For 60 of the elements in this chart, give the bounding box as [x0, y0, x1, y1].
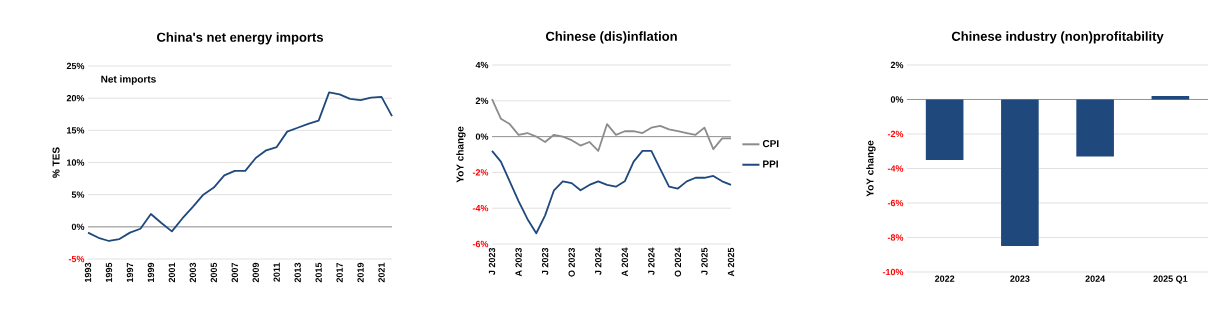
y-tick-label: 15% [67, 127, 85, 134]
chart-title: Chinese industry (non)profitability [951, 31, 1164, 44]
y-tick-label: 20% [66, 94, 85, 102]
x-tick-label: J 2024 [648, 247, 655, 275]
y-tick-label: 10% [67, 159, 85, 166]
line-series [87, 91, 393, 242]
x-tick-label: 2025 Q1 [1153, 275, 1188, 284]
y-tick-label: -4% [887, 165, 904, 172]
x-tick-label: J 2023 [541, 247, 549, 275]
chart-title: China's net energy imports [157, 32, 323, 45]
y-axis-title: YoY change [456, 126, 466, 183]
x-tick-label: 2015 [315, 262, 322, 283]
x-tick-label: A 2023 [515, 247, 522, 277]
x-tick-label: 2001 [168, 262, 176, 283]
x-tick-label: 2017 [336, 262, 343, 283]
x-tick-label: 1999 [147, 262, 155, 282]
y-tick-label: -6% [887, 199, 904, 207]
x-tick-label: 2003 [189, 262, 197, 283]
x-tick-label: 2007 [231, 262, 238, 283]
x-tick-label: 2011 [273, 262, 280, 282]
x-tick-label: 2019 [357, 262, 364, 283]
y-tick-label: 4% [475, 61, 489, 69]
x-tick-label: 1995 [105, 262, 113, 282]
x-tick-label: J 2024 [595, 247, 602, 275]
y-tick-label: 5% [71, 191, 85, 198]
y-tick-label: -5% [68, 255, 85, 263]
x-tick-label: A 2025 [727, 247, 735, 277]
x-tick-label: J 2023 [488, 247, 496, 275]
y-tick-label: -6% [472, 240, 489, 248]
y-axis-title: % TES [52, 147, 60, 178]
y-axis-title: YoY change [866, 140, 876, 197]
x-tick-label: 2022 [934, 275, 955, 282]
y-tick-label: 2% [890, 61, 904, 69]
y-tick-label: 0% [890, 96, 904, 103]
x-tick-label: 2023 [1010, 275, 1030, 282]
annotation: Net imports [101, 75, 156, 85]
y-tick-label: -10% [882, 268, 904, 276]
x-tick-label: 2013 [294, 262, 301, 283]
x-tick-label: 2005 [210, 262, 217, 283]
x-tick-label: O 2023 [568, 247, 575, 277]
chart-title: Chinese (dis)inflation [545, 31, 677, 44]
y-tick-label: 2% [475, 97, 489, 104]
x-tick-label: 2009 [252, 262, 259, 283]
legend-label: CPI [762, 140, 779, 148]
x-tick-label: 1997 [126, 262, 134, 282]
y-tick-label: 0% [475, 133, 489, 140]
y-tick-label: -2% [472, 169, 489, 176]
y-tick-label: -4% [472, 205, 489, 212]
y-tick-label: 25% [66, 62, 85, 70]
x-tick-label: J 2025 [701, 247, 708, 275]
x-tick-label: A 2024 [621, 247, 628, 277]
y-tick-label: -2% [887, 130, 904, 138]
y-tick-label: 0% [71, 223, 85, 231]
x-tick-label: 1993 [84, 262, 92, 282]
line-series [491, 150, 732, 235]
x-tick-label: 2021 [378, 262, 385, 283]
x-tick-label: O 2024 [674, 247, 682, 277]
legend-label: PPI [763, 160, 778, 168]
y-tick-label: -8% [887, 234, 904, 241]
x-tick-label: 2024 [1085, 275, 1106, 282]
